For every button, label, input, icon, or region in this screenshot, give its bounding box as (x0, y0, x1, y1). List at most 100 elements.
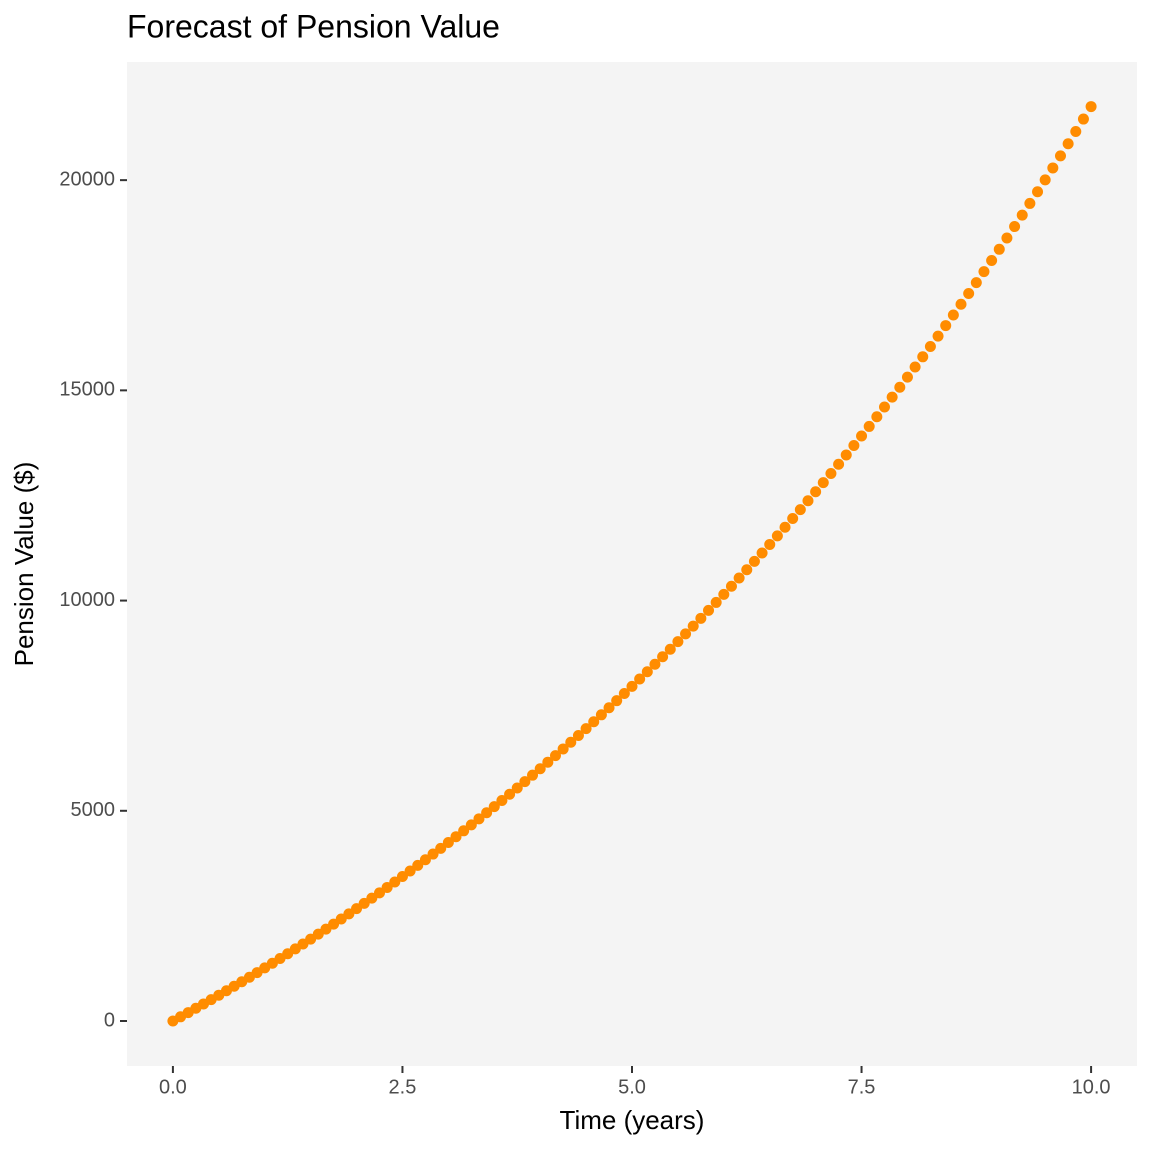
point (527, 769, 539, 781)
point (626, 680, 638, 692)
point (649, 658, 661, 670)
point (504, 788, 516, 800)
point (871, 411, 883, 423)
point (978, 266, 990, 278)
point (794, 504, 806, 516)
point (703, 604, 715, 616)
point (924, 341, 936, 353)
point (1077, 113, 1089, 125)
point (595, 709, 607, 721)
point (481, 807, 493, 819)
x-tick-label: 2.5 (389, 1076, 417, 1098)
point (374, 887, 385, 899)
y-tick-label: 10000 (59, 589, 115, 611)
point (932, 330, 944, 342)
point (542, 756, 554, 768)
point (970, 277, 982, 289)
point (496, 794, 508, 806)
point (947, 309, 959, 321)
point (358, 897, 370, 909)
point (450, 831, 462, 843)
point (856, 430, 868, 442)
point (588, 716, 600, 728)
x-tick-label: 5.0 (618, 1076, 646, 1098)
point (465, 819, 477, 831)
point (603, 702, 615, 714)
y-axis-title: Pension Value ($) (9, 462, 39, 667)
point (657, 651, 669, 663)
point (718, 588, 730, 600)
point (396, 871, 408, 883)
point (993, 243, 1005, 255)
point (1085, 101, 1097, 113)
x-axis-title: Time (years) (560, 1105, 705, 1135)
point (412, 859, 424, 871)
point (488, 801, 500, 813)
point (1062, 138, 1074, 150)
point (580, 723, 592, 735)
y-tick-label: 20000 (59, 168, 115, 190)
point (611, 695, 623, 707)
point (940, 320, 952, 332)
point (909, 361, 921, 373)
point (618, 688, 630, 700)
point (741, 564, 753, 576)
point (840, 449, 852, 461)
point (771, 530, 783, 542)
point (519, 776, 531, 788)
point (779, 521, 791, 533)
point (557, 743, 569, 755)
y-tick-label: 5000 (71, 799, 116, 821)
point (725, 580, 737, 592)
point (404, 865, 416, 877)
point (534, 763, 546, 775)
point (1032, 186, 1044, 198)
point (458, 825, 470, 837)
point (710, 596, 722, 608)
point (419, 854, 431, 866)
point (634, 673, 646, 685)
point (473, 813, 485, 825)
point (381, 881, 393, 893)
y-tick-label: 15000 (59, 379, 115, 401)
point (833, 458, 845, 470)
point (565, 736, 577, 748)
point (572, 729, 584, 741)
point (825, 467, 837, 479)
point (986, 254, 998, 266)
point (733, 572, 745, 584)
point (351, 903, 363, 915)
y-tick-label: 0 (104, 1009, 115, 1031)
point (641, 666, 653, 678)
point (672, 636, 684, 648)
point (435, 842, 447, 854)
point (1009, 221, 1021, 233)
point (901, 371, 913, 383)
point (389, 876, 401, 888)
point (802, 495, 814, 507)
point (764, 538, 776, 550)
point (1047, 162, 1059, 174)
point (1039, 174, 1051, 186)
point (1016, 209, 1028, 221)
x-tick-label: 7.5 (848, 1076, 876, 1098)
point (1070, 125, 1082, 137)
point (664, 643, 676, 655)
point (1054, 150, 1066, 162)
point (787, 512, 799, 524)
point (863, 420, 875, 432)
point (427, 848, 439, 860)
point (848, 440, 860, 452)
point (963, 287, 975, 299)
point (817, 477, 829, 489)
point (748, 555, 760, 567)
point (680, 628, 692, 640)
x-tick-label: 10.0 (1072, 1076, 1111, 1098)
point (695, 612, 707, 624)
point (756, 547, 768, 559)
point (955, 298, 967, 310)
point (511, 782, 523, 794)
point (549, 750, 561, 762)
chart-title: Forecast of Pension Value (127, 8, 500, 44)
